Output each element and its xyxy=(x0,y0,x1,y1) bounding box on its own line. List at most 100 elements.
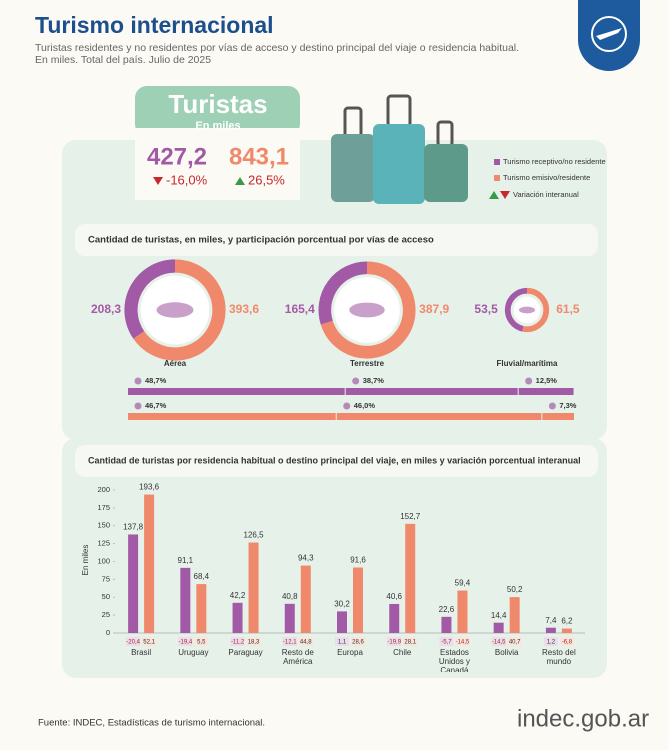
donut-value: 53,5 xyxy=(474,302,498,316)
y-tick-label: 75 xyxy=(102,574,110,583)
category-label: Aérea xyxy=(164,359,187,368)
bar-value: 91,1 xyxy=(178,556,194,565)
summary-box xyxy=(135,128,300,200)
y-axis-label: En miles xyxy=(81,545,90,576)
variation-box xyxy=(298,637,313,646)
bar-value: 91,6 xyxy=(350,556,366,565)
bar-value: 30,2 xyxy=(334,600,350,609)
summary-title: Turistas xyxy=(168,89,267,119)
donut-icon xyxy=(518,306,536,314)
variation-box xyxy=(246,637,261,646)
donut-segment xyxy=(133,259,226,361)
x-tick-label: Estados Unidos y Canadá xyxy=(438,648,470,672)
category-label-box: Brasil xyxy=(131,648,152,657)
bar xyxy=(509,597,520,633)
bar-value: 6,2 xyxy=(561,617,573,626)
variation-box xyxy=(507,637,522,646)
variation-box xyxy=(439,637,454,646)
plane-icon xyxy=(596,28,622,40)
y-tick-label: 25 xyxy=(102,610,110,619)
bar xyxy=(561,628,572,633)
bar xyxy=(180,567,191,633)
category-label: Fluvial/marítima xyxy=(497,359,558,368)
x-tick-label: Chile xyxy=(393,648,412,657)
x-tick-label: Brasil xyxy=(131,648,152,657)
bar-value: 40,8 xyxy=(282,592,298,601)
donut-segment xyxy=(124,259,176,339)
y-tick-label: 125 xyxy=(97,539,110,548)
bar xyxy=(493,622,504,633)
bar xyxy=(196,584,207,633)
share-segment xyxy=(336,413,542,420)
donut-value: 208,3 xyxy=(91,302,121,316)
bar xyxy=(300,565,311,633)
variation-label: -19,9 xyxy=(387,640,401,646)
variation-label: 44,8 xyxy=(300,640,312,646)
category-label-box: Resto del mundo xyxy=(542,648,576,666)
share-icon xyxy=(352,377,360,385)
legend-swatch xyxy=(494,159,500,165)
bar xyxy=(441,616,452,633)
share-label: 7,3% xyxy=(559,401,576,410)
share-icon xyxy=(548,402,556,410)
y-tick-label: 0 xyxy=(106,628,110,637)
variation-arrow xyxy=(235,177,245,185)
donut-value: 165,4 xyxy=(285,302,315,316)
variation-label: -11,2 xyxy=(231,640,245,646)
donut-icon xyxy=(156,302,194,318)
variation-box xyxy=(178,637,193,646)
logo-text: indec.gob.ar xyxy=(517,705,649,732)
variation-box xyxy=(351,637,365,646)
y-tick-label: 100 xyxy=(97,556,110,565)
variation-box xyxy=(126,637,141,646)
share-icon xyxy=(134,377,142,385)
variation-label: -12,1 xyxy=(283,640,297,646)
bar-value: 68,4 xyxy=(194,572,210,581)
variation-box xyxy=(491,637,506,646)
variation-label: 1,2 xyxy=(547,640,556,646)
bar-value: 50,2 xyxy=(507,585,523,594)
source: Fuente: INDEC, Estadísticas de turismo i… xyxy=(38,718,265,729)
bar-value: 152,7 xyxy=(400,512,421,521)
category-label-box: Resto de América xyxy=(282,648,314,666)
category-label-box: Uruguay xyxy=(178,648,208,657)
donut-segment xyxy=(320,261,416,359)
category-label-box: Chile xyxy=(393,648,412,657)
bar-value: 94,3 xyxy=(298,554,314,563)
variation-box xyxy=(335,637,349,646)
share-label: 46,0% xyxy=(354,401,376,410)
y-tick-label: 175 xyxy=(97,503,110,512)
donut-icon xyxy=(349,302,385,318)
variation-box xyxy=(455,637,470,646)
share-segment xyxy=(518,388,574,395)
bar xyxy=(389,603,400,633)
variation-arrow xyxy=(500,191,510,199)
bar xyxy=(405,523,416,633)
section-title: Cantidad de turistas, en miles, y partic… xyxy=(88,235,434,246)
y-tick-label: 50 xyxy=(102,592,110,601)
subtitle: Turistas residentes y no residentes por … xyxy=(35,42,519,54)
title: Turismo internacional xyxy=(35,12,274,38)
share-label: 38,7% xyxy=(363,376,385,385)
donut-value: 393,6 xyxy=(229,302,259,316)
bar-value: 40,6 xyxy=(386,592,402,601)
variation-label: -5,7 xyxy=(441,640,452,646)
category-label-box: Estados Unidos y Canadá xyxy=(438,648,470,672)
section-title: Cantidad de turistas por residencia habi… xyxy=(88,455,581,465)
variation-box xyxy=(559,637,574,646)
variation-label: 52,1 xyxy=(143,640,155,646)
share-segment xyxy=(128,388,345,395)
y-tick-label: 150 xyxy=(97,521,110,530)
donut-segment xyxy=(318,261,368,325)
share-icon xyxy=(525,377,533,385)
bar-value: 126,5 xyxy=(244,531,265,540)
variation-box xyxy=(142,637,157,646)
summary-unit: En miles xyxy=(195,120,240,132)
bar-value: 14,4 xyxy=(491,611,507,620)
share-label: 48,7% xyxy=(145,376,167,385)
x-tick-label: Europa xyxy=(337,648,363,657)
category-label-box: Bolivia xyxy=(495,648,519,657)
bar-value: 22,6 xyxy=(439,605,455,614)
y-tick-label: 200 xyxy=(97,485,110,494)
